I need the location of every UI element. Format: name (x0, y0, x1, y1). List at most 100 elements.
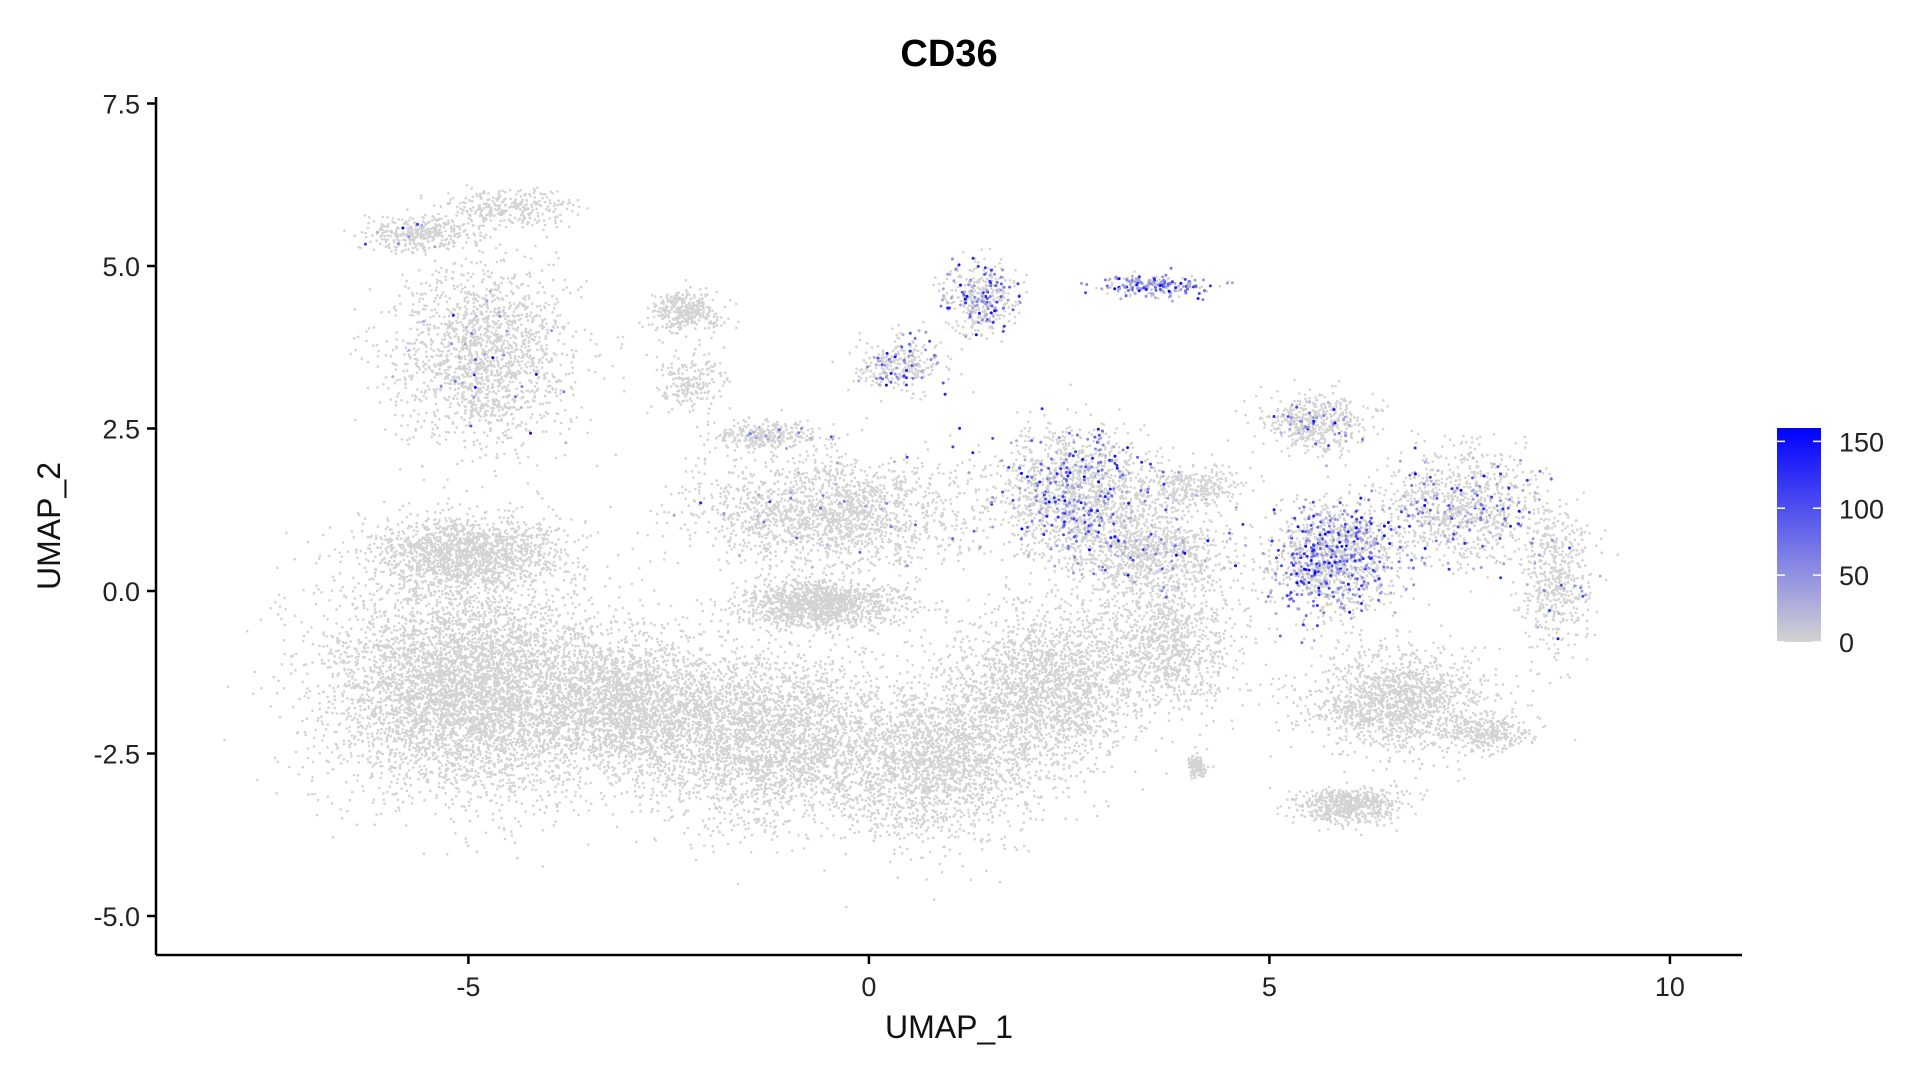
expressing-cell-point (1116, 554, 1120, 558)
expressing-cell-point (941, 381, 945, 385)
expressing-cell-point (1087, 524, 1091, 528)
expressing-cell-point (1455, 531, 1459, 535)
expressing-cell-point (1318, 513, 1322, 517)
expressing-cell-point (908, 331, 912, 335)
expressing-cell-point (1304, 530, 1307, 534)
expressing-cell-point (977, 311, 981, 315)
expressing-cell-point (1076, 525, 1080, 529)
expressing-cell-point (1315, 604, 1319, 607)
expressing-cell-point (1323, 532, 1327, 536)
expressing-cell-point (1083, 502, 1087, 506)
expressing-cell-point (1358, 502, 1362, 506)
expressing-cell-point (1030, 439, 1034, 443)
expressing-cell-point (1057, 436, 1061, 440)
expressing-cell-point (1017, 498, 1021, 502)
expressing-cell-point (948, 273, 952, 276)
expressing-cell-point (1094, 530, 1098, 533)
expressing-cell-point (989, 284, 993, 288)
expressing-cell-point (872, 355, 876, 359)
expressing-cell-point (1282, 544, 1286, 548)
expressing-cell-point (1096, 427, 1100, 431)
expressing-cell-point (1099, 436, 1103, 440)
expressing-cell-point (999, 282, 1003, 286)
expressing-cell-point (672, 513, 676, 517)
expressing-cell-point (1092, 572, 1096, 576)
expressing-cell-point (1469, 512, 1473, 516)
expressing-cell-point (797, 431, 801, 435)
expressing-cell-point (1071, 454, 1075, 458)
expressing-cell-point (1319, 582, 1323, 586)
expressing-cell-point (1098, 494, 1102, 498)
y-ticks: -5.0 -2.5 0.0 2.5 5.0 7.5 (93, 90, 156, 932)
expressing-cell-point (1057, 498, 1061, 502)
expressing-cell-point (1319, 536, 1323, 540)
expressing-cell-point (1473, 491, 1477, 495)
expressing-cell-point (1525, 478, 1529, 482)
x-ticks: -5 0 5 10 (456, 955, 1685, 1002)
expressing-cell-point (1352, 542, 1356, 546)
expressing-cell-point (1183, 277, 1187, 281)
expressing-cell-point (1069, 529, 1073, 532)
expressing-cell-point (1103, 278, 1107, 282)
expressing-cell-point (964, 335, 968, 338)
expressing-cell-point (1508, 497, 1511, 501)
expressing-cell-point (968, 315, 972, 319)
expressing-cell-point (1297, 560, 1301, 564)
expressing-cell-point (1027, 479, 1031, 483)
expressing-cell-point (1064, 485, 1068, 489)
expressing-cell-point (842, 499, 846, 503)
expressing-cell-point (1108, 277, 1112, 281)
expressing-cell-point (1499, 472, 1502, 476)
expressing-cell-point (1489, 497, 1493, 501)
expressing-cell-point (1298, 551, 1301, 555)
expressing-cell-point (1086, 437, 1090, 441)
expressing-cell-point (534, 372, 538, 376)
expressing-cell-point (1360, 609, 1364, 613)
expressing-cell-point (1387, 556, 1391, 559)
expressing-cell-point (1169, 294, 1172, 298)
expressing-cell-point (1170, 280, 1174, 284)
expressing-cell-point (485, 299, 489, 303)
expressing-cell-point (1299, 579, 1303, 583)
expressing-cell-point (1423, 546, 1427, 550)
x-axis-title: UMAP_1 (885, 1009, 1013, 1045)
expressing-cell-point (1103, 495, 1107, 499)
expressing-cell-point (983, 314, 987, 318)
expressing-cell-point (1459, 492, 1463, 496)
expressing-cell-point (834, 482, 838, 486)
expressing-cell-point (1059, 467, 1063, 471)
expressing-cell-point (1047, 500, 1051, 504)
expressing-cell-point (1040, 407, 1044, 411)
expressing-cell-point (1333, 432, 1337, 436)
expressing-cell-point (1302, 578, 1306, 582)
expressing-cell-point (1018, 301, 1022, 304)
expressing-cell-point (1435, 493, 1439, 497)
expressing-cell-point (1146, 487, 1150, 491)
expressing-cell-point (1335, 545, 1339, 549)
expressing-cell-point (1416, 519, 1420, 523)
expressing-cell-point (1100, 429, 1104, 433)
expressing-cell-point (1429, 479, 1433, 483)
expressing-cell-point (1556, 637, 1560, 641)
expressing-cell-point (965, 294, 969, 298)
expressing-cell-point (1581, 594, 1585, 598)
expressing-cell-point (564, 441, 568, 445)
expressing-cell-point (1067, 469, 1071, 472)
expressing-cell-point (1342, 509, 1346, 513)
expressing-cell-point (1304, 614, 1308, 618)
expressing-cell-point (1144, 294, 1148, 298)
expressing-cell-point (1020, 527, 1024, 531)
expressing-cell-point (1329, 548, 1333, 552)
expressing-cell-point (999, 275, 1003, 279)
expressing-cell-point (1305, 586, 1309, 590)
expressing-cell-point (987, 319, 991, 323)
expressing-cell-point (1025, 475, 1029, 479)
expressing-cell-point (498, 314, 502, 318)
expressing-cell-point (1067, 431, 1071, 435)
expressing-cell-point (905, 455, 909, 459)
expressing-cell-point (457, 355, 461, 359)
expressing-cell-point (1309, 546, 1313, 550)
expressing-cell-point (1156, 283, 1160, 287)
expressing-cell-point (1234, 506, 1238, 509)
expressing-cell-point (1349, 528, 1353, 532)
